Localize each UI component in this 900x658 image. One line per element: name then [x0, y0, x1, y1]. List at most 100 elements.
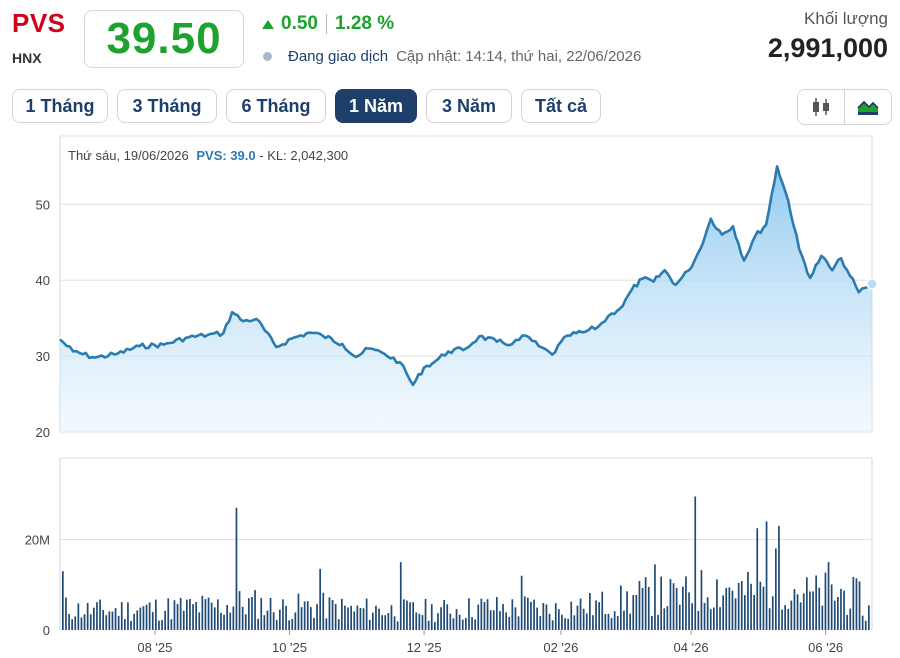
- volume-bar: [499, 611, 501, 630]
- volume-bar: [455, 609, 458, 630]
- area-chart-icon: [857, 100, 879, 115]
- volume-bar: [765, 521, 768, 630]
- volume-bar: [254, 590, 256, 630]
- area-chart-button[interactable]: [844, 90, 891, 124]
- volume-bar: [424, 599, 427, 630]
- volume-bar: [858, 581, 861, 630]
- volume-tick-label: 20M: [25, 532, 50, 547]
- volume-bar: [158, 620, 160, 630]
- volume-bar: [446, 604, 449, 630]
- volume-bar: [632, 595, 635, 630]
- volume-bar: [108, 611, 111, 630]
- volume-bar: [406, 600, 408, 630]
- volume-bar: [269, 598, 272, 630]
- price-change: 0.50 1.28 %: [262, 13, 394, 35]
- volume-bar: [669, 579, 672, 630]
- volume-bar: [644, 577, 647, 630]
- volume-bar: [409, 602, 411, 630]
- volume-bar: [378, 608, 380, 630]
- volume-bar: [77, 603, 80, 630]
- volume-bar: [415, 612, 418, 630]
- volume-bar: [663, 608, 666, 630]
- volume-bar: [573, 615, 576, 630]
- volume-bar: [672, 583, 675, 630]
- volume-bar: [598, 602, 600, 630]
- volume-bar: [740, 581, 743, 630]
- volume-bar: [647, 586, 650, 630]
- volume-bar: [719, 607, 721, 630]
- volume-bar: [502, 604, 504, 630]
- volume-bar: [564, 618, 566, 630]
- volume-bar: [489, 610, 492, 630]
- volume-bar: [384, 615, 387, 630]
- volume-bar: [697, 611, 700, 630]
- volume-bar: [133, 613, 135, 630]
- volume-bar: [96, 602, 98, 630]
- volume-bar: [595, 600, 597, 630]
- volume-value: 2,991,000: [767, 33, 888, 63]
- volume-bar: [508, 616, 511, 630]
- tab-1-year[interactable]: 1 Năm: [335, 89, 417, 123]
- volume-bar: [241, 606, 244, 630]
- volume-bar: [130, 620, 132, 630]
- price-axis: 20 30 40 50: [36, 197, 50, 440]
- volume-bar: [303, 601, 306, 630]
- volume-bar: [601, 591, 604, 630]
- candlestick-button[interactable]: [798, 90, 844, 124]
- volume-bar: [186, 599, 188, 630]
- volume-bar: [393, 616, 396, 630]
- volume-bar: [799, 602, 802, 630]
- tab-3-years[interactable]: 3 Năm: [426, 89, 512, 123]
- volume-bar: [207, 597, 210, 630]
- volume-bar: [638, 581, 641, 630]
- volume-bar: [161, 620, 163, 630]
- volume-bar: [167, 598, 170, 630]
- volume-bar: [421, 615, 424, 630]
- volume-bar: [688, 592, 690, 630]
- volume-bar: [173, 600, 176, 630]
- chart-type-toggle: [797, 89, 892, 125]
- volume-bar: [434, 622, 436, 630]
- volume-bar: [610, 618, 613, 630]
- volume-bar: [713, 607, 715, 630]
- volume-bar: [744, 595, 746, 630]
- volume-bar: [660, 576, 662, 630]
- volume-bar: [654, 564, 656, 630]
- volume-bar: [709, 609, 712, 630]
- volume-bar: [334, 604, 337, 630]
- volume-bars: [62, 496, 870, 630]
- tab-1-month[interactable]: 1 Tháng: [12, 89, 108, 123]
- volume-bar: [539, 616, 542, 630]
- volume-bar: [775, 548, 777, 630]
- volume-bar: [784, 605, 786, 630]
- volume-bar: [347, 607, 349, 630]
- volume-bar: [381, 615, 383, 630]
- x-tick-label: 08 '25: [137, 640, 172, 655]
- volume-bar: [527, 597, 529, 630]
- volume-bar: [579, 598, 582, 630]
- volume-bar: [818, 587, 821, 630]
- volume-bar: [238, 591, 241, 630]
- volume-bar: [700, 570, 703, 630]
- status-text: Đang giao dịch: [288, 48, 389, 65]
- volume-bar: [93, 607, 95, 630]
- volume-bar: [465, 618, 467, 630]
- volume-bar: [570, 601, 573, 630]
- volume-bar: [176, 603, 179, 630]
- time-axis: 08 '25 10 '25 12 '25 02 '26 04 '26 06 '26: [137, 630, 843, 655]
- volume-bar: [306, 601, 309, 630]
- volume-bar: [182, 610, 185, 630]
- volume-bar: [737, 583, 740, 630]
- tab-all[interactable]: Tất cả: [521, 89, 601, 123]
- volume-bar: [449, 613, 452, 630]
- volume-bar: [285, 605, 287, 630]
- volume-bar: [322, 592, 325, 630]
- volume-bar: [806, 577, 808, 630]
- volume-bar: [89, 614, 92, 630]
- volume-bar: [403, 599, 405, 630]
- tab-6-months[interactable]: 6 Tháng: [226, 89, 326, 123]
- tab-3-months[interactable]: 3 Tháng: [117, 89, 217, 123]
- volume-bar: [288, 620, 290, 630]
- volume-bar: [74, 616, 77, 630]
